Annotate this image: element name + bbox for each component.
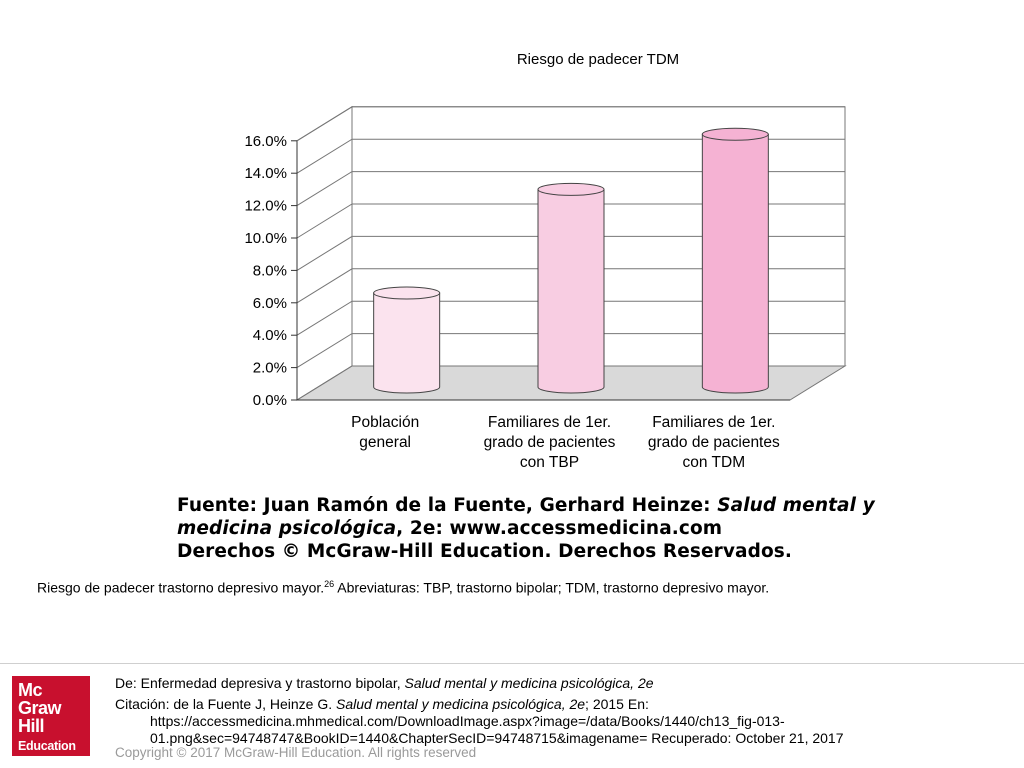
y-gridline <box>296 106 845 142</box>
figure-caption: Riesgo de padecer trastorno depresivo ma… <box>37 579 770 596</box>
bar <box>373 286 441 394</box>
bar-top <box>373 286 441 300</box>
y-tick-label: 12.0% <box>244 198 287 215</box>
y-tick-label: 6.0% <box>253 295 287 312</box>
source-credit-line-3: Derechos © McGraw-Hill Education. Derech… <box>177 541 793 562</box>
y-gridline <box>296 138 845 174</box>
y-tick-label: 14.0% <box>244 165 287 182</box>
mcgraw-hill-education-logo: Mc Graw Hill Education <box>12 676 90 756</box>
y-gridline <box>296 365 845 401</box>
chart-title: Riesgo de padecer TDM <box>517 51 679 68</box>
y-tick-label: 4.0% <box>253 327 287 344</box>
y-gridline <box>296 203 845 239</box>
y-tick-label: 10.0% <box>244 230 287 247</box>
source-credit-line-2: medicina psicológica, 2e: www.accessmedi… <box>177 518 723 539</box>
figure-image: 0.0% 2.0% 4.0% 6.0% 8.0% 10.0% 12.0% 14.0% 16.0%… <box>170 28 850 563</box>
citation-line: Citación: de la Fuente J, Heinze G. Salu… <box>115 696 649 712</box>
bar-chart: 0.0% 2.0% 4.0% 6.0% 8.0% 10.0% 12.0% 14.0% 16.0%… <box>244 51 847 471</box>
footer-divider <box>0 663 1024 664</box>
y-tick-label: 0.0% <box>253 392 287 409</box>
y-gridline <box>296 235 845 271</box>
x-category-label: Familiares de 1er. grado de pacientes con … <box>484 414 616 471</box>
bar-top <box>537 182 605 196</box>
caption-reference[interactable]: 26 <box>324 579 335 589</box>
citation-url-line-2: 01.png&sec=94748747&BookID=1440&ChapterS… <box>150 730 844 746</box>
y-gridline <box>296 333 845 369</box>
source-from-line: De: Enfermedad depresiva y trastorno bip… <box>115 675 654 691</box>
y-tick-label: 8.0% <box>253 262 287 279</box>
bar <box>701 127 769 394</box>
bar <box>537 182 605 394</box>
bar-top <box>701 127 769 141</box>
bar-body <box>701 133 769 394</box>
y-tick-label: 2.0% <box>253 360 287 377</box>
bar-body <box>373 292 441 394</box>
copyright-notice: Copyright © 2017 McGraw-Hill Education. … <box>115 745 477 760</box>
citation-url-line-1: https://accessmedicina.mhmedical.com/Dow… <box>150 713 785 729</box>
y-gridline <box>296 300 845 336</box>
bar-body <box>537 188 605 394</box>
y-gridline <box>296 171 845 207</box>
x-category-label: Familiares de 1er. grado de pacientes con … <box>648 414 780 471</box>
y-tick-label: 16.0% <box>244 133 287 150</box>
source-credit-line-1: Fuente: Juan Ramón de la Fuente, Gerhard… <box>177 495 875 516</box>
y-gridline <box>296 268 845 304</box>
x-category-label: Población general <box>351 414 419 451</box>
